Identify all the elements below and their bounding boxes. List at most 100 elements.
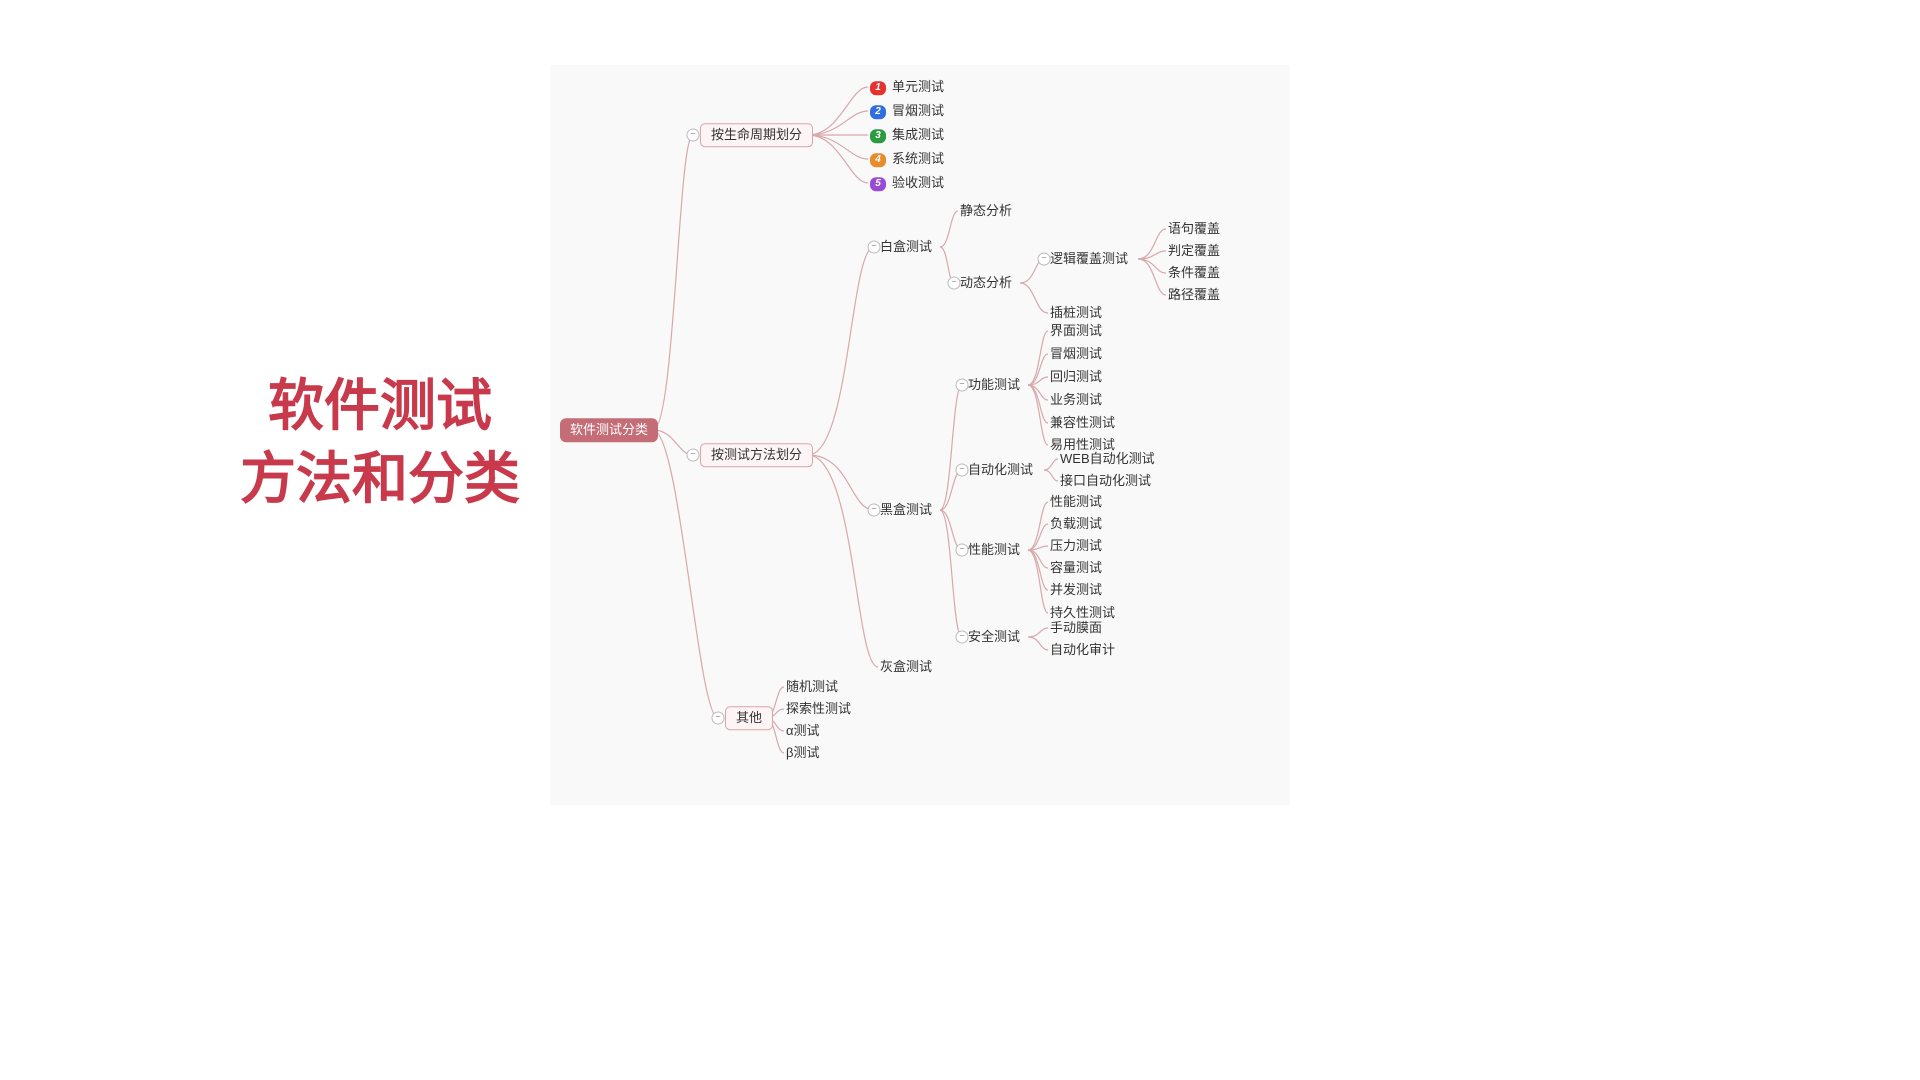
- func-item: 兼容性测试: [1050, 415, 1115, 431]
- lifecycle-item: 3 集成测试: [870, 127, 944, 143]
- other-item: α测试: [786, 723, 820, 739]
- collapse-toggle-icon[interactable]: −: [687, 129, 700, 142]
- node-label: 自动化测试: [968, 462, 1033, 477]
- node-label: α测试: [786, 723, 820, 738]
- blackbox-item: 自动化测试: [968, 462, 1033, 478]
- node-label: 性能测试: [968, 542, 1020, 557]
- node-label: 冒烟测试: [1050, 346, 1102, 361]
- node-label: 验收测试: [892, 175, 944, 190]
- page-title: 软件测试 方法和分类: [180, 370, 580, 516]
- perf-item: 持久性测试: [1050, 605, 1115, 621]
- node-label: 回归测试: [1050, 369, 1102, 384]
- other-item: β测试: [786, 745, 819, 761]
- logic-item: 条件覆盖: [1168, 265, 1220, 281]
- node-label: 手动膜面: [1050, 620, 1102, 635]
- perf-item: 负载测试: [1050, 516, 1102, 532]
- lifecycle-item: 2 冒烟测试: [870, 103, 944, 119]
- title-line2: 方法和分类: [240, 447, 520, 510]
- blackbox-item: 性能测试: [968, 542, 1020, 558]
- collapse-toggle-icon[interactable]: −: [687, 449, 700, 462]
- node-label: 白盒测试: [880, 239, 932, 254]
- auto-item: WEB自动化测试: [1060, 451, 1155, 467]
- node-label: 条件覆盖: [1168, 265, 1220, 280]
- node-label: 性能测试: [1050, 494, 1102, 509]
- method-item: 白盒测试: [880, 239, 932, 255]
- sec-item: 自动化审计: [1050, 642, 1115, 658]
- node-label: 界面测试: [1050, 323, 1102, 338]
- number-badge: 2: [870, 105, 886, 119]
- node-label: β测试: [786, 745, 819, 760]
- collapse-toggle-icon[interactable]: −: [712, 712, 725, 725]
- collapse-toggle-icon[interactable]: −: [868, 241, 881, 254]
- perf-item: 压力测试: [1050, 538, 1102, 554]
- whitebox-item: 静态分析: [960, 203, 1012, 219]
- lifecycle-item: 4 系统测试: [870, 151, 944, 167]
- node-label: 并发测试: [1050, 582, 1102, 597]
- node-label: 按生命周期划分: [711, 127, 802, 142]
- collapse-toggle-icon[interactable]: −: [868, 504, 881, 517]
- node-label: 判定覆盖: [1168, 243, 1220, 258]
- collapse-toggle-icon[interactable]: −: [956, 544, 969, 557]
- node-label: 软件测试分类: [570, 422, 648, 437]
- node-label: 压力测试: [1050, 538, 1102, 553]
- dynamic-item: 插桩测试: [1050, 305, 1102, 321]
- node-label: 动态分析: [960, 275, 1012, 290]
- node-label: 其他: [736, 710, 762, 725]
- node-label: 静态分析: [960, 203, 1012, 218]
- number-badge: 3: [870, 129, 886, 143]
- node-label: 自动化审计: [1050, 642, 1115, 657]
- blackbox-item: 安全测试: [968, 629, 1020, 645]
- mindmap: 软件测试分类按生命周期划分−按测试方法划分−其他−1单元测试2冒烟测试3集成测试…: [550, 65, 1290, 805]
- node-label: 探索性测试: [786, 701, 851, 716]
- perf-item: 并发测试: [1050, 582, 1102, 598]
- collapse-toggle-icon[interactable]: −: [948, 277, 961, 290]
- perf-item: 性能测试: [1050, 494, 1102, 510]
- lifecycle-item: 5 验收测试: [870, 175, 944, 191]
- node-label: 集成测试: [892, 127, 944, 142]
- node-label: 随机测试: [786, 679, 838, 694]
- node-label: 冒烟测试: [892, 103, 944, 118]
- perf-item: 容量测试: [1050, 560, 1102, 576]
- other-item: 探索性测试: [786, 701, 851, 717]
- collapse-toggle-icon[interactable]: −: [956, 464, 969, 477]
- node-label: 插桩测试: [1050, 305, 1102, 320]
- node-label: 功能测试: [968, 377, 1020, 392]
- node-label: 业务测试: [1050, 392, 1102, 407]
- node-label: 系统测试: [892, 151, 944, 166]
- logic-item: 判定覆盖: [1168, 243, 1220, 259]
- node-label: 易用性测试: [1050, 437, 1115, 452]
- number-badge: 5: [870, 177, 886, 191]
- auto-item: 接口自动化测试: [1060, 473, 1151, 489]
- dynamic-item: 逻辑覆盖测试: [1050, 251, 1128, 267]
- level1-node: 其他: [725, 706, 773, 730]
- func-item: 回归测试: [1050, 369, 1102, 385]
- collapse-toggle-icon[interactable]: −: [956, 631, 969, 644]
- node-label: 安全测试: [968, 629, 1020, 644]
- title-line1: 软件测试: [268, 374, 492, 437]
- other-item: 随机测试: [786, 679, 838, 695]
- node-label: 接口自动化测试: [1060, 473, 1151, 488]
- number-badge: 4: [870, 153, 886, 167]
- node-label: 按测试方法划分: [711, 447, 802, 462]
- node-label: 语句覆盖: [1168, 221, 1220, 236]
- node-label: 黑盒测试: [880, 502, 932, 517]
- node-label: 兼容性测试: [1050, 415, 1115, 430]
- node-label: 容量测试: [1050, 560, 1102, 575]
- method-item: 黑盒测试: [880, 502, 932, 518]
- node-label: 持久性测试: [1050, 605, 1115, 620]
- collapse-toggle-icon[interactable]: −: [956, 379, 969, 392]
- root-node: 软件测试分类: [560, 418, 658, 442]
- method-item: 灰盒测试: [880, 659, 932, 675]
- logic-item: 语句覆盖: [1168, 221, 1220, 237]
- node-label: 负载测试: [1050, 516, 1102, 531]
- collapse-toggle-icon[interactable]: −: [1038, 253, 1051, 266]
- node-label: 单元测试: [892, 79, 944, 94]
- blackbox-item: 功能测试: [968, 377, 1020, 393]
- node-label: WEB自动化测试: [1060, 451, 1155, 466]
- sec-item: 手动膜面: [1050, 620, 1102, 636]
- func-item: 冒烟测试: [1050, 346, 1102, 362]
- node-label: 逻辑覆盖测试: [1050, 251, 1128, 266]
- number-badge: 1: [870, 81, 886, 95]
- whitebox-item: 动态分析: [960, 275, 1012, 291]
- logic-item: 路径覆盖: [1168, 287, 1220, 303]
